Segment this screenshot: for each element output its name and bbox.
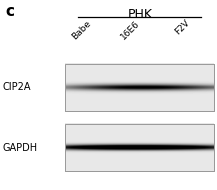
Text: GAPDH: GAPDH (3, 143, 38, 153)
Text: PHK: PHK (127, 8, 152, 21)
Text: 16E6: 16E6 (119, 19, 142, 41)
Bar (65, 64, 214, 111)
Text: Babe: Babe (70, 19, 92, 41)
Bar (65, 124, 214, 171)
Text: c: c (5, 4, 14, 18)
Text: F2V: F2V (173, 19, 192, 37)
Text: CIP2A: CIP2A (3, 82, 31, 93)
Bar (65, 124, 214, 171)
Bar (65, 64, 214, 111)
